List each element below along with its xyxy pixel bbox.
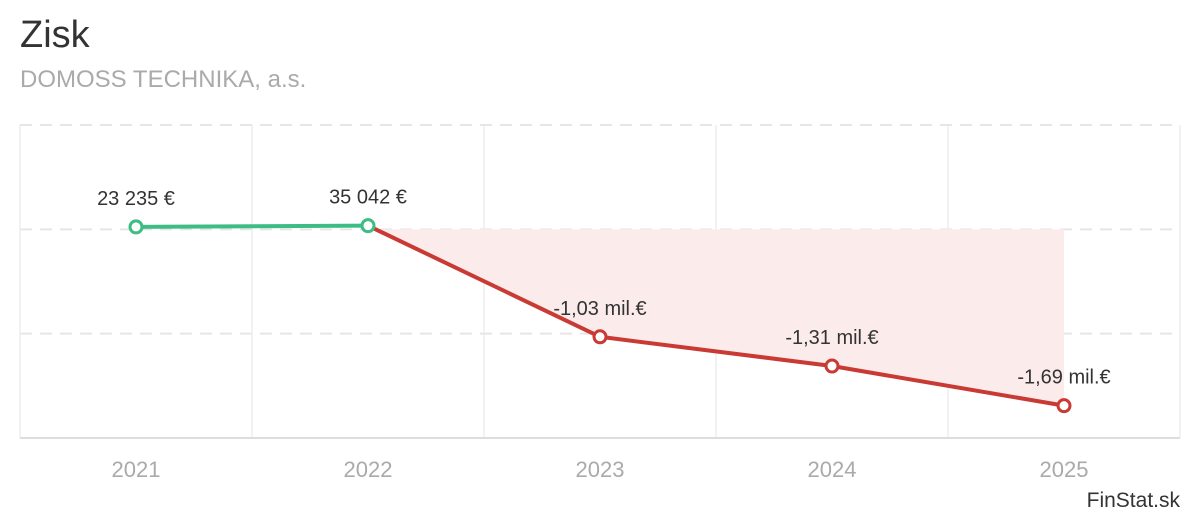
- data-point[interactable]: [592, 329, 608, 345]
- series-segment: [366, 223, 602, 339]
- data-point[interactable]: [128, 219, 144, 235]
- data-label: -1,03 mil.€: [553, 298, 646, 320]
- x-tick-label: 2025: [1040, 457, 1089, 482]
- data-label-layer: 23 235 € 35 042 € -1,03 mil.€ -1,31 mil.€ -1…: [97, 187, 1111, 389]
- chart-title: Zisk: [20, 14, 90, 56]
- data-point[interactable]: [1056, 398, 1072, 414]
- data-label: 35 042 €: [329, 187, 407, 209]
- x-tick-label: 2024: [808, 457, 857, 482]
- series-segment: [134, 223, 370, 229]
- data-point[interactable]: [360, 218, 376, 234]
- chart-subtitle: DOMOSS TECHNIKA, a.s.: [20, 66, 307, 93]
- series-segment: [598, 334, 834, 369]
- x-axis-ticks: 2021 2022 2023 2024 2025: [112, 457, 1089, 482]
- x-tick-label: 2021: [112, 457, 161, 482]
- negative-area-fill: [375, 229, 1064, 406]
- source-credit[interactable]: FinStat.sk: [1086, 489, 1180, 512]
- data-label: 23 235 €: [97, 188, 175, 210]
- data-point-layer: [128, 218, 1072, 414]
- data-point[interactable]: [824, 358, 840, 374]
- x-tick-label: 2023: [576, 457, 625, 482]
- data-label: -1,31 mil.€: [785, 327, 878, 349]
- negative-area-layer: [375, 229, 1064, 406]
- series-line-layer: [134, 223, 1066, 408]
- data-label: -1,69 mil.€: [1017, 367, 1110, 389]
- x-tick-label: 2022: [344, 457, 393, 482]
- series-segment: [830, 364, 1066, 408]
